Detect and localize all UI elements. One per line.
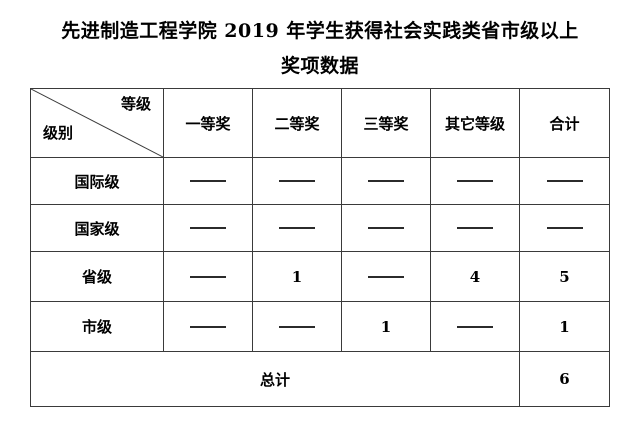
cell-international-total — [519, 157, 610, 205]
table-header-row: 等级 级别 一等奖 二等奖 三等奖 其它等级 合计 — [30, 88, 610, 158]
dash-placeholder-icon — [546, 180, 583, 182]
dash-placeholder-icon — [368, 180, 404, 182]
row-label-international: 国际级 — [30, 157, 164, 205]
dash-placeholder-icon — [368, 275, 404, 278]
cell-international-second-prize — [252, 157, 342, 205]
table-summary-row: 总计 6 — [30, 351, 610, 407]
row-label-municipal: 市级 — [30, 301, 164, 352]
summary-total-value: 6 — [519, 351, 610, 407]
cell-international-third-prize — [341, 157, 431, 205]
corner-row-axis-label: 级别 — [43, 124, 74, 142]
cell-national-total — [519, 204, 610, 252]
cell-provincial-second-prize: 1 — [252, 251, 342, 302]
cell-municipal-first-prize — [163, 301, 253, 352]
row-label-provincial: 省级 — [30, 251, 164, 302]
dash-placeholder-icon — [368, 227, 404, 229]
dash-placeholder-icon — [190, 180, 226, 182]
table-row: 省级 1 4 5 — [30, 251, 610, 302]
dash-placeholder-icon — [457, 325, 493, 328]
column-header-total: 合计 — [519, 88, 610, 158]
award-statistics-table: 等级 级别 一等奖 二等奖 三等奖 其它等级 合计 国际级 国家级 — [30, 88, 610, 407]
cell-provincial-total: 5 — [519, 251, 610, 302]
dash-placeholder-icon — [190, 275, 226, 278]
dash-placeholder-icon — [279, 227, 315, 229]
cell-provincial-third-prize — [341, 251, 431, 302]
cell-municipal-second-prize — [252, 301, 342, 352]
cell-municipal-total: 1 — [519, 301, 610, 352]
cell-national-second-prize — [252, 204, 342, 252]
column-header-first-prize: 一等奖 — [163, 88, 253, 158]
column-header-other-grade: 其它等级 — [430, 88, 520, 158]
dash-placeholder-icon — [546, 227, 583, 229]
dash-placeholder-icon — [279, 325, 315, 328]
cell-national-other-grade — [430, 204, 520, 252]
cell-municipal-third-prize: 1 — [341, 301, 431, 352]
table-row: 国际级 — [30, 157, 610, 205]
corner-column-axis-label: 等级 — [120, 95, 151, 113]
column-header-second-prize: 二等奖 — [252, 88, 342, 158]
dash-placeholder-icon — [279, 180, 315, 182]
corner-header-cell: 等级 级别 — [30, 88, 164, 158]
row-label-national: 国家级 — [30, 204, 164, 252]
page-title: 先进制造工程学院 2019 年学生获得社会实践类省市级以上 奖项数据 — [30, 14, 610, 84]
cell-municipal-other-grade — [430, 301, 520, 352]
dash-placeholder-icon — [457, 227, 493, 229]
cell-provincial-other-grade: 4 — [430, 251, 520, 302]
cell-national-third-prize — [341, 204, 431, 252]
dash-placeholder-icon — [457, 180, 493, 182]
page-title-line-1: 先进制造工程学院 2019 年学生获得社会实践类省市级以上 — [61, 20, 579, 42]
cell-provincial-first-prize — [163, 251, 253, 302]
cell-international-first-prize — [163, 157, 253, 205]
page-title-line-2: 奖项数据 — [280, 55, 359, 77]
cell-international-other-grade — [430, 157, 520, 205]
column-header-third-prize: 三等奖 — [341, 88, 431, 158]
dash-placeholder-icon — [190, 325, 226, 328]
cell-national-first-prize — [163, 204, 253, 252]
summary-label: 总计 — [30, 351, 520, 407]
table-row: 国家级 — [30, 204, 610, 252]
dash-placeholder-icon — [190, 227, 226, 229]
table-row: 市级 1 1 — [30, 301, 610, 352]
